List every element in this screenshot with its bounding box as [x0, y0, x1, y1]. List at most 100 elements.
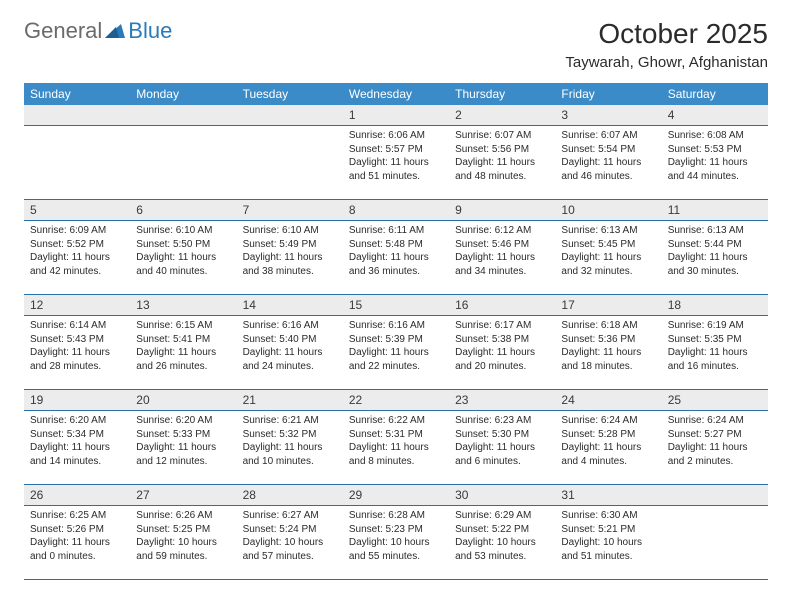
- calendar-page: General Blue October 2025 Taywarah, Ghow…: [0, 0, 792, 598]
- day-number-cell: 12: [24, 295, 130, 316]
- sunrise-text: Sunrise: 6:25 AM: [30, 509, 124, 523]
- daylight-text: Daylight: 11 hours and 10 minutes.: [243, 441, 337, 468]
- day-content-cell: Sunrise: 6:30 AMSunset: 5:21 PMDaylight:…: [555, 506, 661, 580]
- day-content-cell: Sunrise: 6:16 AMSunset: 5:39 PMDaylight:…: [343, 316, 449, 390]
- day-content-cell: Sunrise: 6:25 AMSunset: 5:26 PMDaylight:…: [24, 506, 130, 580]
- sunset-text: Sunset: 5:54 PM: [561, 143, 655, 157]
- day-number-cell: 5: [24, 200, 130, 221]
- sunset-text: Sunset: 5:23 PM: [349, 523, 443, 537]
- dow-header-row: Sunday Monday Tuesday Wednesday Thursday…: [24, 83, 768, 105]
- daylight-text: Daylight: 11 hours and 0 minutes.: [30, 536, 124, 563]
- month-title: October 2025: [565, 18, 768, 50]
- daylight-text: Daylight: 11 hours and 34 minutes.: [455, 251, 549, 278]
- day-number-cell: 9: [449, 200, 555, 221]
- sunset-text: Sunset: 5:57 PM: [349, 143, 443, 157]
- day-content-cell: Sunrise: 6:13 AMSunset: 5:44 PMDaylight:…: [662, 221, 768, 295]
- sunrise-text: Sunrise: 6:20 AM: [30, 414, 124, 428]
- sunrise-text: Sunrise: 6:24 AM: [668, 414, 762, 428]
- sunrise-text: Sunrise: 6:29 AM: [455, 509, 549, 523]
- daylight-text: Daylight: 10 hours and 53 minutes.: [455, 536, 549, 563]
- day-content-cell: Sunrise: 6:12 AMSunset: 5:46 PMDaylight:…: [449, 221, 555, 295]
- sunset-text: Sunset: 5:44 PM: [668, 238, 762, 252]
- sunrise-text: Sunrise: 6:17 AM: [455, 319, 549, 333]
- day-number-cell: 16: [449, 295, 555, 316]
- day-number-cell: [24, 105, 130, 126]
- sunrise-text: Sunrise: 6:14 AM: [30, 319, 124, 333]
- logo-text-blue: Blue: [128, 18, 172, 44]
- daylight-text: Daylight: 11 hours and 32 minutes.: [561, 251, 655, 278]
- day-content-cell: Sunrise: 6:09 AMSunset: 5:52 PMDaylight:…: [24, 221, 130, 295]
- day-content-cell: Sunrise: 6:10 AMSunset: 5:49 PMDaylight:…: [237, 221, 343, 295]
- day-number-cell: [130, 105, 236, 126]
- daylight-text: Daylight: 11 hours and 20 minutes.: [455, 346, 549, 373]
- daylight-text: Daylight: 10 hours and 51 minutes.: [561, 536, 655, 563]
- sunrise-text: Sunrise: 6:22 AM: [349, 414, 443, 428]
- dow-wednesday: Wednesday: [343, 83, 449, 105]
- location-text: Taywarah, Ghowr, Afghanistan: [565, 54, 768, 71]
- sunset-text: Sunset: 5:27 PM: [668, 428, 762, 442]
- sunrise-text: Sunrise: 6:19 AM: [668, 319, 762, 333]
- sunset-text: Sunset: 5:45 PM: [561, 238, 655, 252]
- day-number-cell: 8: [343, 200, 449, 221]
- sunset-text: Sunset: 5:53 PM: [668, 143, 762, 157]
- week-content-row: Sunrise: 6:20 AMSunset: 5:34 PM Daylight:…: [24, 411, 768, 485]
- day-content-cell: Sunrise: 6:06 AMSunset: 5:57 PMDaylight:…: [343, 126, 449, 200]
- sunrise-text: Sunrise: 6:13 AM: [561, 224, 655, 238]
- day-content-cell: Sunrise: 6:14 AMSunset: 5:43 PMDaylight:…: [24, 316, 130, 390]
- day-content-cell: Sunrise: 6:23 AMSunset: 5:30 PMDaylight:…: [449, 411, 555, 485]
- week-daynum-row: 567891011: [24, 200, 768, 221]
- day-content-cell: Sunrise: 6:28 AMSunset: 5:23 PMDaylight:…: [343, 506, 449, 580]
- day-number-cell: 11: [662, 200, 768, 221]
- header: General Blue October 2025 Taywarah, Ghow…: [24, 18, 768, 71]
- sunrise-text: Sunrise: 6:07 AM: [455, 129, 549, 143]
- daylight-text: Daylight: 11 hours and 44 minutes.: [668, 156, 762, 183]
- sunrise-text: Sunrise: 6:12 AM: [455, 224, 549, 238]
- day-number-cell: [237, 105, 343, 126]
- daylight-text: Daylight: 11 hours and 36 minutes.: [349, 251, 443, 278]
- day-number-cell: 21: [237, 390, 343, 411]
- day-content-cell: Sunrise: 6:18 AMSunset: 5:36 PMDaylight:…: [555, 316, 661, 390]
- sunrise-text: Sunrise: 6:24 AM: [561, 414, 655, 428]
- sunset-text: Sunset: 5:24 PM: [243, 523, 337, 537]
- day-content-cell: Sunrise: 6:17 AMSunset: 5:38 PMDaylight:…: [449, 316, 555, 390]
- sunset-text: Sunset: 5:56 PM: [455, 143, 549, 157]
- day-number-cell: 7: [237, 200, 343, 221]
- day-content-cell: Sunrise: 6:08 AMSunset: 5:53 PMDaylight:…: [662, 126, 768, 200]
- daylight-text: Daylight: 11 hours and 24 minutes.: [243, 346, 337, 373]
- week-content-row: Sunrise: 6:25 AMSunset: 5:26 PMDaylight:…: [24, 506, 768, 580]
- sunset-text: Sunset: 5:49 PM: [243, 238, 337, 252]
- week-daynum-row: 12131415161718: [24, 295, 768, 316]
- day-number-cell: 20: [130, 390, 236, 411]
- sunrise-text: Sunrise: 6:27 AM: [243, 509, 337, 523]
- day-number-cell: 15: [343, 295, 449, 316]
- sunset-text: Sunset: 5:34 PM: [30, 428, 124, 442]
- day-number-cell: 13: [130, 295, 236, 316]
- sunrise-text: Sunrise: 6:23 AM: [455, 414, 549, 428]
- daylight-text: Daylight: 11 hours and 18 minutes.: [561, 346, 655, 373]
- daylight-text: Daylight: 11 hours and 48 minutes.: [455, 156, 549, 183]
- day-number-cell: 25: [662, 390, 768, 411]
- sunset-text: Sunset: 5:50 PM: [136, 238, 230, 252]
- day-number-cell: 2: [449, 105, 555, 126]
- day-number-cell: 4: [662, 105, 768, 126]
- logo-triangle-icon: [105, 22, 125, 43]
- week-daynum-row: 1234: [24, 105, 768, 126]
- daylight-text: Daylight: 11 hours and 2 minutes.: [668, 441, 762, 468]
- day-content-cell: Sunrise: 6:29 AMSunset: 5:22 PMDaylight:…: [449, 506, 555, 580]
- sunrise-text: Sunrise: 6:07 AM: [561, 129, 655, 143]
- daylight-text: Daylight: 11 hours and 30 minutes.: [668, 251, 762, 278]
- day-number-cell: 10: [555, 200, 661, 221]
- dow-monday: Monday: [130, 83, 236, 105]
- sunrise-text: Sunrise: 6:13 AM: [668, 224, 762, 238]
- day-number-cell: 14: [237, 295, 343, 316]
- week-daynum-row: 262728293031: [24, 485, 768, 506]
- day-content-cell: Sunrise: 6:13 AMSunset: 5:45 PMDaylight:…: [555, 221, 661, 295]
- sunset-text: Sunset: 5:25 PM: [136, 523, 230, 537]
- sunset-text: Sunset: 5:22 PM: [455, 523, 549, 537]
- day-content-cell: Sunrise: 6:27 AMSunset: 5:24 PMDaylight:…: [237, 506, 343, 580]
- day-number-cell: 22: [343, 390, 449, 411]
- day-content-cell: Sunrise: 6:24 AMSunset: 5:28 PMDaylight:…: [555, 411, 661, 485]
- daylight-text: Daylight: 11 hours and 40 minutes.: [136, 251, 230, 278]
- day-content-cell: Sunrise: 6:20 AMSunset: 5:34 PMDaylight:…: [24, 411, 130, 485]
- logo: General Blue: [24, 18, 172, 44]
